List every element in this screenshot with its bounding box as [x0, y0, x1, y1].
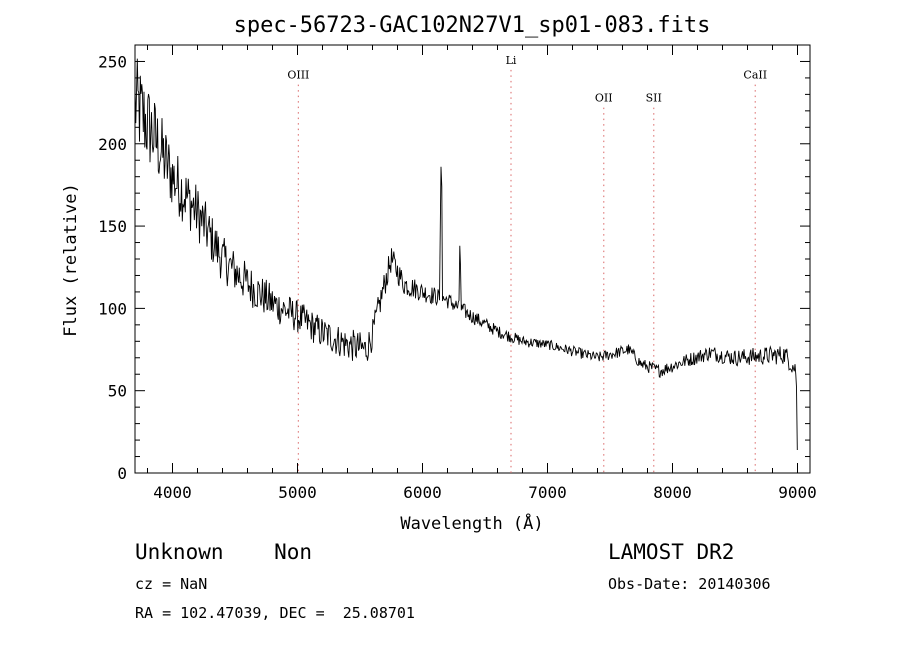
line-label-oiii: OIII: [287, 69, 309, 82]
coordinates-text: RA = 102.47039, DEC = 25.08701: [135, 604, 415, 622]
line-label-oii: OII: [595, 92, 613, 105]
y-tick-label: 0: [117, 464, 127, 483]
y-tick-label: 250: [98, 52, 127, 71]
y-tick-label: 150: [98, 217, 127, 236]
x-tick-label: 9000: [778, 483, 817, 502]
plot-area: OIII Li OII SII CaII 4000 5000 6000 7000 8000 9000…: [98, 44, 817, 502]
x-tick-label: 6000: [403, 483, 442, 502]
plot-frame: [134, 44, 811, 474]
x-tick-label: 8000: [653, 483, 692, 502]
redshift-text: cz = NaN: [135, 575, 208, 593]
x-tick-label: 4000: [153, 483, 192, 502]
x-tick-label: 5000: [278, 483, 317, 502]
line-label-sii: SII: [646, 92, 662, 105]
line-label-caii: CaII: [743, 69, 767, 82]
y-tick-label: 50: [108, 382, 127, 401]
line-label-li: Li: [506, 54, 517, 67]
x-tick-label: 7000: [528, 483, 567, 502]
y-tick-label: 100: [98, 299, 127, 318]
survey-label: LAMOST DR2: [608, 540, 735, 564]
chart-title: spec-56723-GAC102N27V1_sp01-083.fits: [234, 13, 711, 38]
obs-date-text: Obs-Date: 20140306: [608, 575, 771, 593]
classification-text: Unknown Non: [135, 540, 313, 564]
spectrum-line: [134, 58, 798, 451]
y-axis-label: Flux (relative): [61, 183, 81, 337]
y-tick-label: 200: [98, 135, 127, 154]
x-axis-label: Wavelength (Å): [400, 512, 543, 534]
